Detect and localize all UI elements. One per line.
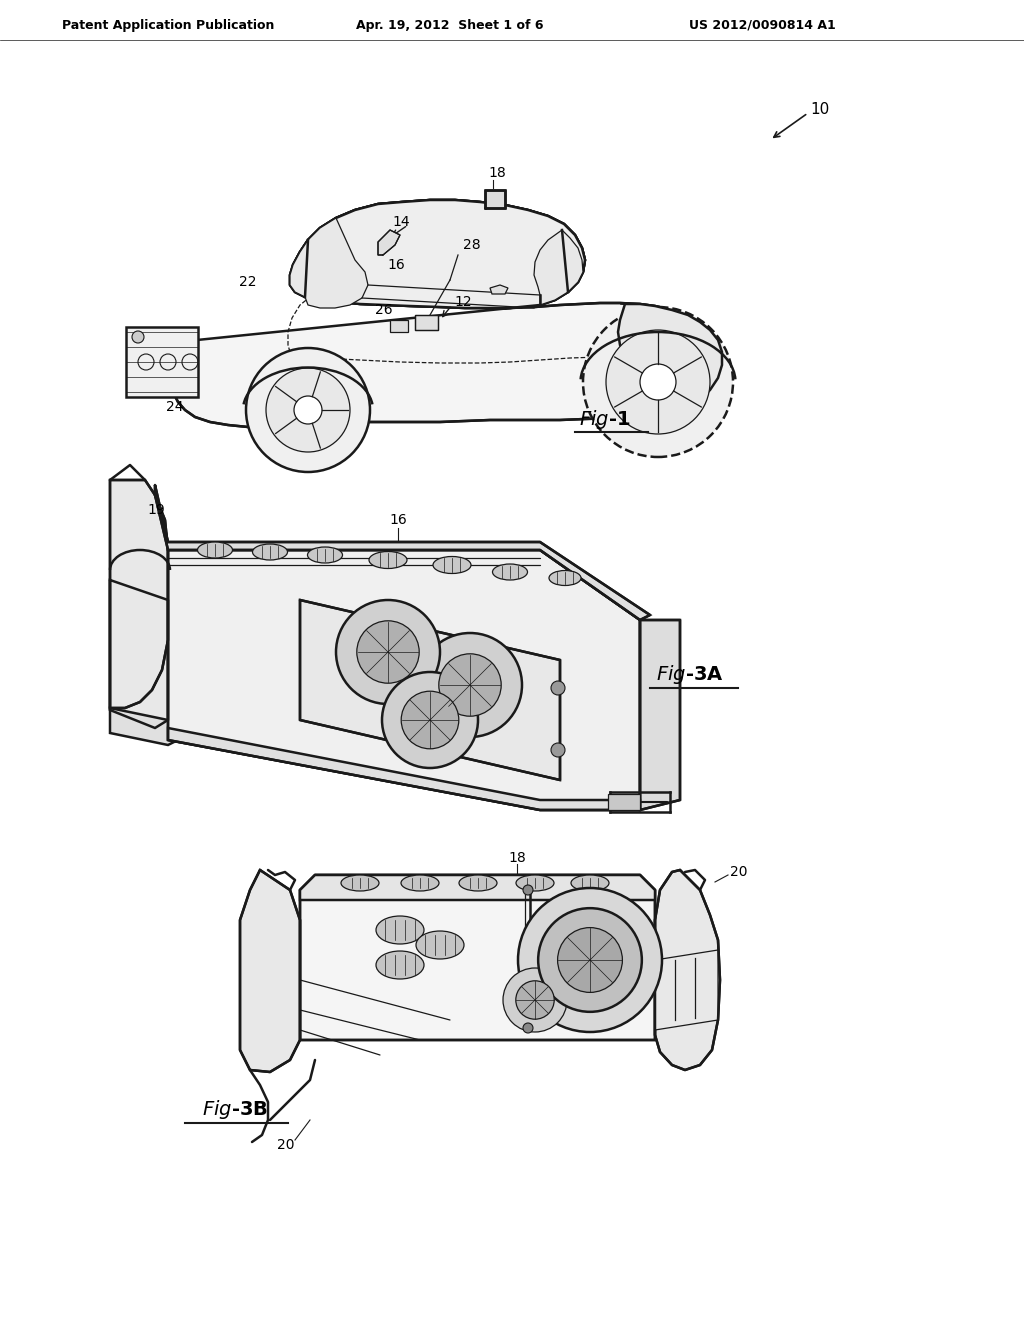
Circle shape [356, 620, 419, 684]
Polygon shape [148, 201, 722, 428]
Polygon shape [240, 870, 300, 1072]
Polygon shape [168, 550, 640, 810]
Ellipse shape [307, 546, 342, 564]
Ellipse shape [459, 875, 497, 891]
Polygon shape [640, 620, 680, 810]
Polygon shape [110, 480, 168, 708]
Circle shape [558, 928, 623, 993]
Polygon shape [300, 875, 655, 900]
Ellipse shape [369, 552, 407, 569]
Circle shape [246, 348, 370, 473]
Ellipse shape [376, 916, 424, 944]
Circle shape [523, 1023, 534, 1034]
Ellipse shape [549, 570, 581, 586]
Circle shape [266, 368, 350, 451]
Text: 14: 14 [392, 215, 410, 228]
Ellipse shape [341, 875, 379, 891]
Circle shape [418, 634, 522, 737]
Ellipse shape [198, 543, 232, 558]
Polygon shape [290, 218, 368, 308]
Ellipse shape [401, 875, 439, 891]
Polygon shape [126, 327, 198, 397]
Text: 19: 19 [147, 503, 165, 517]
Ellipse shape [376, 950, 424, 979]
Circle shape [132, 331, 144, 343]
Text: 16: 16 [389, 513, 407, 527]
Text: $\mathit{Fig}$-1: $\mathit{Fig}$-1 [580, 408, 631, 432]
Circle shape [539, 908, 642, 1012]
Polygon shape [415, 315, 438, 330]
Polygon shape [155, 484, 650, 620]
Text: 18: 18 [488, 166, 506, 180]
Polygon shape [534, 230, 583, 305]
Ellipse shape [571, 875, 609, 891]
Polygon shape [110, 708, 178, 744]
Text: 12: 12 [454, 294, 472, 309]
Circle shape [401, 692, 459, 748]
Text: 20: 20 [730, 865, 748, 879]
Circle shape [523, 884, 534, 895]
Circle shape [640, 364, 676, 400]
Circle shape [294, 396, 322, 424]
Text: Patent Application Publication: Patent Application Publication [61, 18, 274, 32]
Polygon shape [608, 795, 640, 810]
Circle shape [518, 888, 662, 1032]
Text: 26: 26 [376, 304, 393, 317]
Text: Apr. 19, 2012  Sheet 1 of 6: Apr. 19, 2012 Sheet 1 of 6 [356, 18, 544, 32]
Text: 20: 20 [278, 1138, 295, 1152]
Polygon shape [485, 190, 505, 209]
Circle shape [336, 601, 440, 704]
Text: 16: 16 [387, 257, 406, 272]
Polygon shape [300, 875, 655, 1040]
Circle shape [382, 672, 478, 768]
Polygon shape [655, 870, 720, 1071]
Polygon shape [300, 601, 560, 780]
Text: 24: 24 [166, 400, 183, 414]
Text: 10: 10 [810, 103, 829, 117]
Polygon shape [378, 230, 400, 255]
Text: $\mathit{Fig}$-3A: $\mathit{Fig}$-3A [656, 663, 724, 686]
Polygon shape [490, 285, 508, 294]
Text: 22: 22 [240, 275, 257, 289]
Polygon shape [390, 319, 408, 333]
Polygon shape [618, 304, 722, 400]
Circle shape [583, 308, 733, 457]
Circle shape [516, 981, 554, 1019]
Circle shape [439, 653, 501, 717]
Ellipse shape [416, 931, 464, 960]
Circle shape [606, 330, 710, 434]
Ellipse shape [433, 557, 471, 573]
Ellipse shape [253, 544, 288, 560]
Text: $\mathit{Fig}$-3B: $\mathit{Fig}$-3B [202, 1098, 268, 1121]
Text: 18: 18 [508, 851, 526, 865]
Ellipse shape [493, 564, 527, 579]
Circle shape [551, 743, 565, 756]
Ellipse shape [516, 875, 554, 891]
Text: 28: 28 [463, 238, 480, 252]
Text: US 2012/0090814 A1: US 2012/0090814 A1 [688, 18, 836, 32]
Circle shape [503, 968, 567, 1032]
Circle shape [551, 681, 565, 696]
Polygon shape [290, 201, 585, 308]
Polygon shape [168, 729, 640, 810]
Polygon shape [655, 950, 718, 1030]
Polygon shape [110, 579, 168, 729]
